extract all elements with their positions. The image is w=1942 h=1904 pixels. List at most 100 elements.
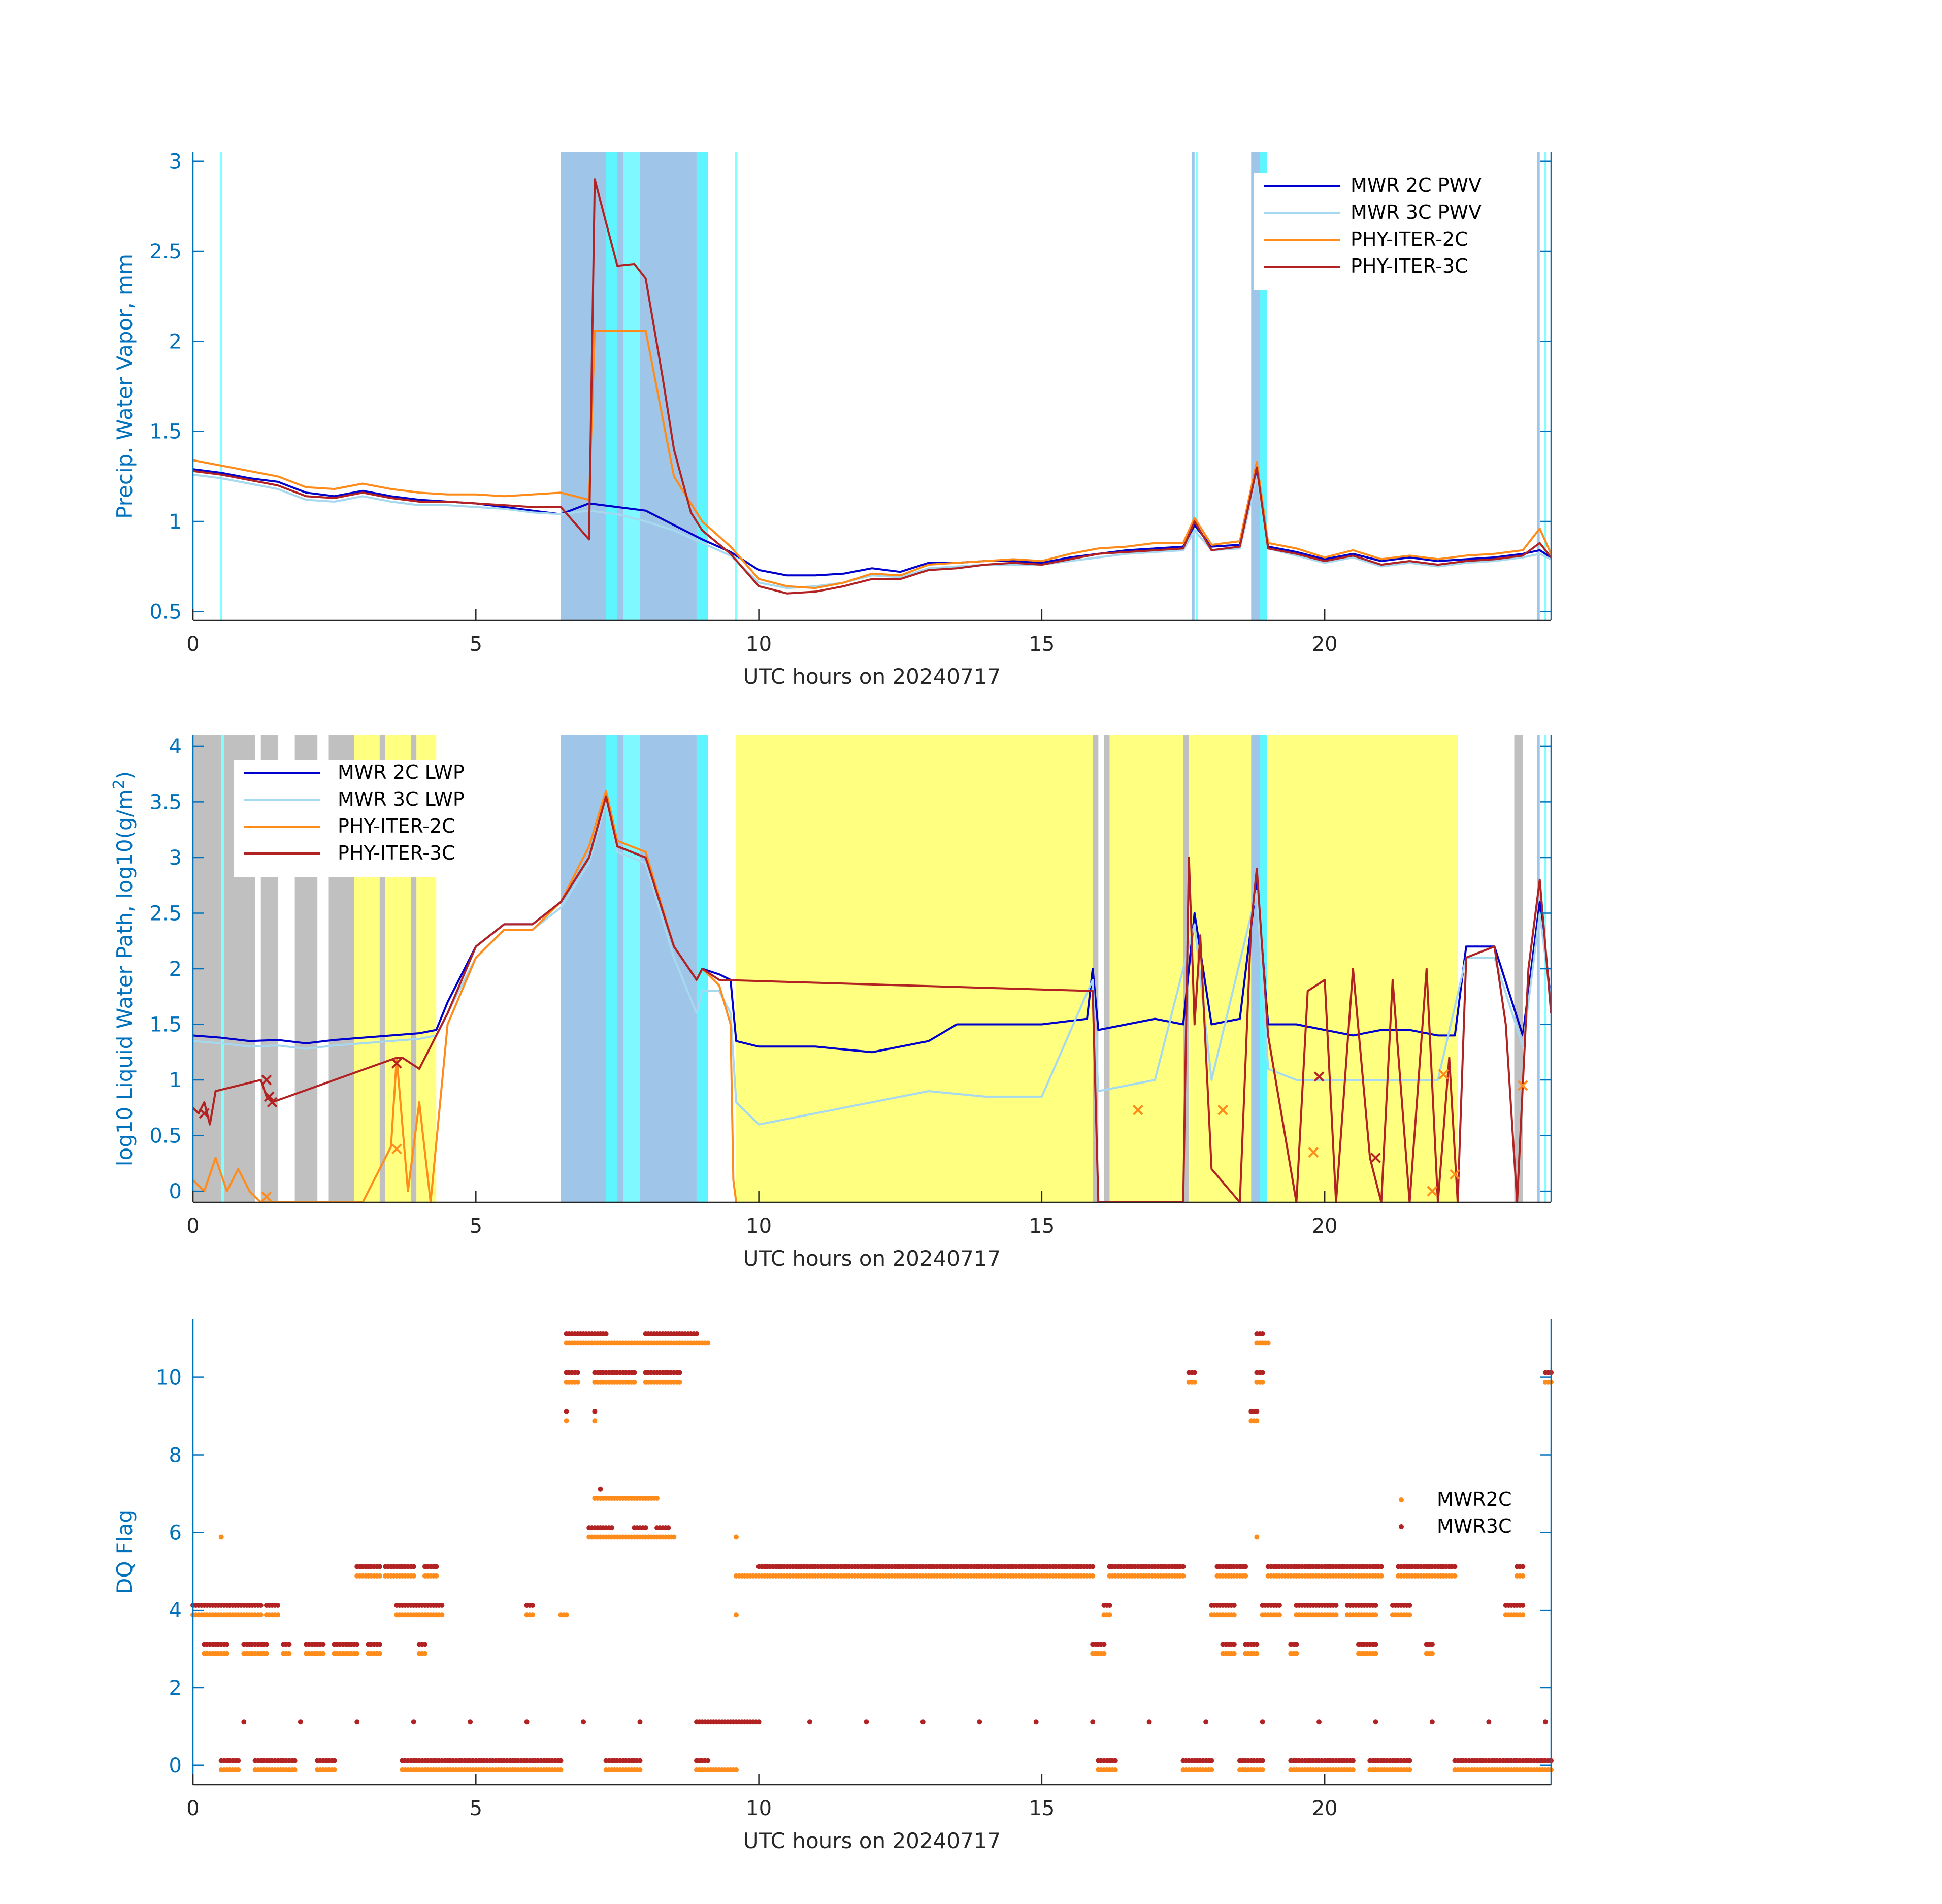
y-tick-label: 3 xyxy=(169,846,182,870)
lwp-y-axis-label: log10 Liquid Water Path, log10(g/m2) xyxy=(110,771,137,1166)
dq-point-mwr3c xyxy=(1209,1758,1214,1763)
dq-point-mwr3c xyxy=(1373,1603,1378,1608)
y-tick-label: 3 xyxy=(169,150,182,174)
pwv-x-axis-label: UTC hours on 20240717 xyxy=(743,664,1001,689)
pwv-legend-label: MWR 3C PWV xyxy=(1351,201,1482,223)
dq-point-mwr2c xyxy=(1260,1379,1265,1385)
x-tick-label: 0 xyxy=(186,1214,199,1238)
lwp-y-label-superscript: 2 xyxy=(110,779,128,789)
dq-point-mwr2c xyxy=(1265,1340,1271,1346)
dq-legend-label: MWR2C xyxy=(1437,1488,1511,1511)
y-tick-label: 1 xyxy=(169,510,182,534)
dq-point-mwr3c xyxy=(320,1642,326,1647)
dq-point-mwr3c xyxy=(637,1719,643,1725)
dq-point-mwr3c xyxy=(1429,1719,1435,1725)
dq-point-mwr2c xyxy=(1520,1612,1526,1618)
dq-point-mwr3c xyxy=(1033,1719,1039,1725)
dq-point-mwr3c xyxy=(434,1564,439,1569)
y-tick-label: 3.5 xyxy=(149,791,182,814)
dq-point-mwr3c xyxy=(677,1370,682,1375)
dq-point-mwr3c xyxy=(236,1758,241,1763)
flag-band-12 xyxy=(606,735,617,1202)
y-tick-label: 2 xyxy=(169,958,182,981)
dq-point-mwr3c xyxy=(756,1719,762,1725)
dq-point-mwr3c xyxy=(1520,1564,1526,1569)
x-tick-label: 15 xyxy=(1029,1214,1055,1238)
dq-point-mwr3c xyxy=(1192,1370,1197,1375)
dq-point-mwr2c xyxy=(1277,1612,1282,1618)
dq-point-mwr3c xyxy=(241,1719,247,1725)
series-line-mwr-3c-pwv xyxy=(192,473,1552,589)
dq-point-mwr3c xyxy=(422,1642,427,1647)
dq-point-mwr2c xyxy=(592,1418,598,1424)
dq-point-mwr3c xyxy=(1112,1758,1118,1763)
dq-point-mwr2c xyxy=(264,1651,269,1656)
dq-point-mwr3c xyxy=(1146,1719,1152,1725)
x-marker xyxy=(1517,1080,1528,1091)
flag-band-5 xyxy=(640,152,697,620)
pwv-legend-entry-mwr-2c: MWR 2C PWV xyxy=(1264,174,1482,196)
y-tick-label: 1 xyxy=(169,1069,182,1092)
dq-point-mwr2c xyxy=(275,1612,281,1618)
y-tick-label: 4 xyxy=(169,1599,182,1622)
dq-point-mwr3c xyxy=(1542,1719,1548,1725)
dq-point-mwr3c xyxy=(1243,1564,1248,1569)
dq-point-mwr3c xyxy=(354,1642,360,1647)
dq-point-mwr3c xyxy=(1107,1603,1112,1608)
flag-band-13 xyxy=(617,735,623,1202)
lwp-legend-entry-mwr-2c: MWR 2C LWP xyxy=(244,761,465,783)
dq-point-mwr3c xyxy=(275,1603,281,1608)
flag-band-9 xyxy=(1196,152,1198,620)
y-tick-label: 2 xyxy=(169,330,182,353)
flag-band-20 xyxy=(1109,735,1183,1202)
lwp-x-axis-label: UTC hours on 20240717 xyxy=(743,1246,1001,1271)
dq-point-mwr2c xyxy=(530,1612,535,1618)
y-tick-label: 10 xyxy=(156,1366,182,1390)
flag-band-18 xyxy=(1093,735,1099,1202)
dq-point-mwr3c xyxy=(332,1758,337,1763)
dq-point-mwr3c xyxy=(666,1525,671,1531)
dq-point-mwr2c xyxy=(377,1573,382,1579)
dq-point-mwr3c xyxy=(1231,1603,1237,1608)
dq-point-mwr2c xyxy=(1333,1612,1339,1618)
dq-point-mwr3c xyxy=(258,1603,264,1608)
dq-point-mwr3c xyxy=(609,1525,614,1531)
dq-point-mwr3c xyxy=(1373,1719,1378,1725)
dq-legend-box xyxy=(1371,1487,1538,1551)
dq-point-mwr3c xyxy=(377,1642,382,1647)
lwp-legend-entry-phy-iter-2c: PHY-ITER-2C xyxy=(244,815,455,837)
pwv-legend: MWR 2C PWV MWR 3C PWV PHY-ITER-2C PHY-IT… xyxy=(1254,173,1531,290)
dq-legend-entry-mwr2c: MWR2C xyxy=(1399,1488,1511,1511)
dq-point-mwr2c xyxy=(1192,1379,1197,1385)
dq-point-mwr3c xyxy=(530,1603,535,1608)
x-tick-label: 10 xyxy=(746,633,772,656)
x-marker xyxy=(1308,1147,1319,1158)
dq-point-mwr3c xyxy=(1090,1564,1096,1569)
x-marker xyxy=(261,1074,272,1086)
flag-band-15 xyxy=(640,735,697,1202)
dq-point-mwr2c xyxy=(654,1496,660,1501)
flag-band-7 xyxy=(735,152,738,620)
y-tick-label: 0 xyxy=(169,1754,182,1778)
dq-point-mwr3c xyxy=(411,1719,416,1725)
x-tick-label: 0 xyxy=(186,1797,199,1820)
dq-point-mwr3c xyxy=(864,1719,869,1725)
dq-point-mwr3c xyxy=(603,1331,609,1336)
x-marker xyxy=(1217,1104,1228,1115)
dq-point-mwr3c xyxy=(1378,1564,1384,1569)
y-tick-label: 1.5 xyxy=(149,1013,182,1037)
dq-point-mwr2c xyxy=(1209,1767,1214,1772)
dq-point-mwr3c xyxy=(286,1642,292,1647)
dq-point-mwr2c xyxy=(564,1612,569,1618)
dq-point-mwr2c xyxy=(411,1573,416,1579)
dq-point-mwr3c xyxy=(1486,1719,1492,1725)
dq-point-mwr3c xyxy=(224,1642,229,1647)
lwp-legend: MWR 2C LWP MWR 3C LWP PHY-ITER-2C PHY-IT… xyxy=(234,760,498,877)
dq-scatter-points xyxy=(190,1331,1554,1772)
dq-point-mwr3c xyxy=(292,1758,298,1763)
dq-point-mwr2c xyxy=(1254,1651,1260,1656)
lwp-legend-entry-mwr-3c: MWR 3C LWP xyxy=(244,788,465,810)
x-marker xyxy=(1450,1169,1460,1180)
dq-point-mwr2c xyxy=(1231,1651,1237,1656)
pwv-series-lines xyxy=(192,178,1552,595)
